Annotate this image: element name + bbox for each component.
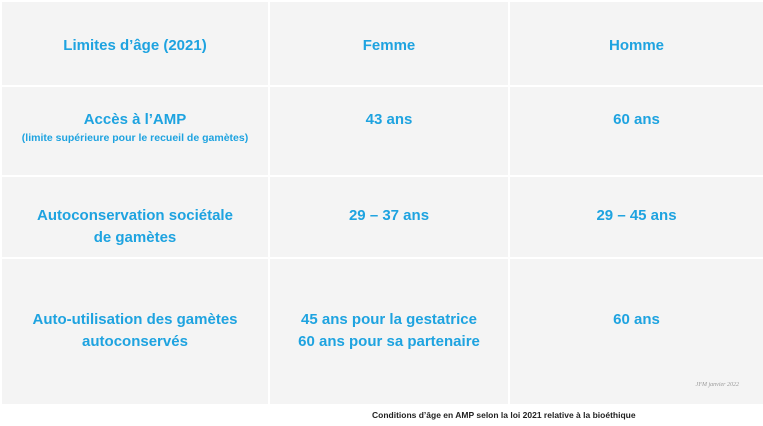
femme-value: 29 – 37 ans (348, 207, 430, 224)
row-label-line2: de gamètes (93, 229, 177, 246)
header-femme: Femme (268, 0, 510, 87)
figure-caption: Conditions d’âge en AMP selon la loi 202… (372, 410, 636, 420)
femme-value-line2: 60 ans pour sa partenaire (298, 333, 480, 350)
table-row: Autoconservation sociétale de gamètes 29… (0, 175, 763, 259)
femme-cell: 43 ans (268, 85, 510, 177)
age-limits-table: Limites d’âge (2021) Femme Homme Accès à… (0, 0, 763, 406)
row-label-cell: Autoconservation sociétale de gamètes (0, 175, 270, 259)
row-label: Auto-utilisation des gamètes (32, 311, 238, 328)
row-label-subtitle: (limite supérieure pour le recueil de ga… (21, 132, 249, 144)
table-header-row: Limites d’âge (2021) Femme Homme (0, 0, 763, 87)
homme-value: 60 ans (613, 311, 660, 328)
femme-cell: 45 ans pour la gestatrice 60 ans pour sa… (268, 257, 510, 406)
row-label-cell: Auto-utilisation des gamètes autoconserv… (0, 257, 270, 406)
row-label-cell: Accès à l’AMP (limite supérieure pour le… (0, 85, 270, 177)
row-label: Accès à l’AMP (83, 111, 187, 128)
author-date-note: JFM janvier 2022 (695, 382, 739, 388)
femme-value: 43 ans (365, 111, 413, 128)
table-row: Auto-utilisation des gamètes autoconserv… (0, 257, 763, 406)
table-row: Accès à l’AMP (limite supérieure pour le… (0, 85, 763, 177)
femme-cell: 29 – 37 ans (268, 175, 510, 259)
age-limits-table-container: Limites d’âge (2021) Femme Homme Accès à… (0, 0, 763, 406)
homme-cell: 29 – 45 ans (508, 175, 763, 259)
homme-value: 60 ans (613, 111, 660, 128)
homme-cell: 60 ans (508, 257, 763, 406)
femme-value: 45 ans pour la gestatrice (301, 311, 477, 328)
homme-cell: 60 ans (508, 85, 763, 177)
row-label: Autoconservation sociétale (37, 207, 233, 224)
header-homme: Homme (508, 0, 763, 87)
row-label-line2: autoconservés (82, 333, 188, 350)
header-age-limits: Limites d’âge (2021) (0, 0, 270, 87)
homme-value: 29 – 45 ans (596, 207, 677, 224)
